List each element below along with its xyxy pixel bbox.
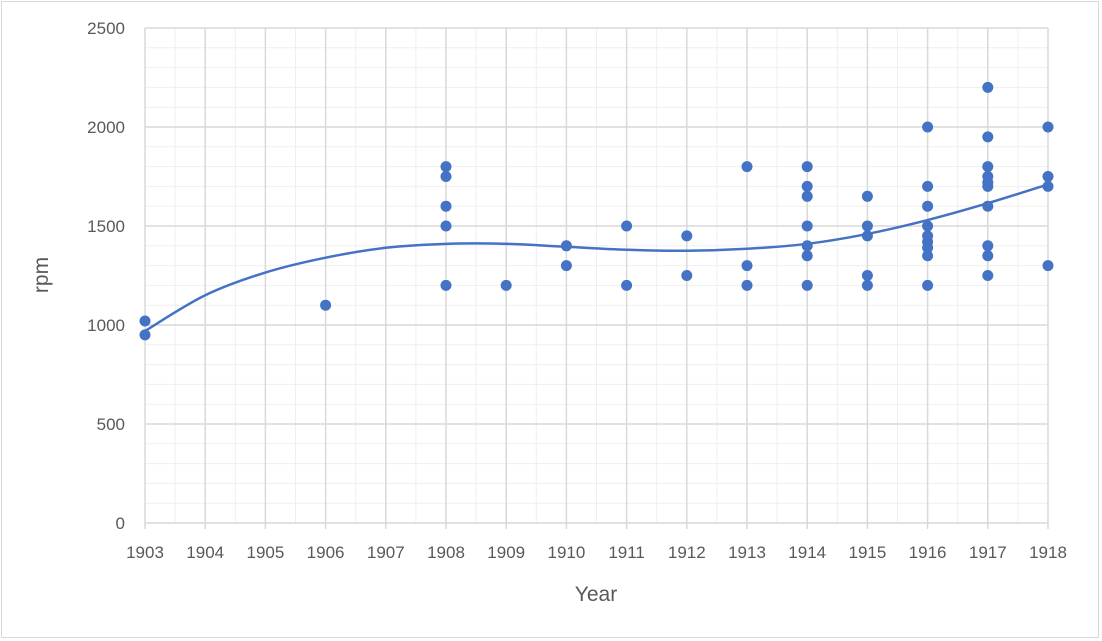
data-point <box>1042 171 1054 182</box>
x-tick-label: 1912 <box>668 543 706 562</box>
x-tick-label: 1918 <box>1029 543 1067 562</box>
x-tick-label: 1914 <box>788 543 826 562</box>
data-point <box>982 180 994 192</box>
x-tick-label: 1908 <box>427 543 465 562</box>
y-tick-label: 500 <box>97 415 125 434</box>
y-tick-label: 2500 <box>87 19 125 38</box>
data-point <box>440 200 452 212</box>
x-tick-label: 1909 <box>487 543 525 562</box>
x-tick-label: 1916 <box>909 543 947 562</box>
data-point <box>922 279 934 291</box>
data-point <box>982 81 994 93</box>
y-tick-label: 0 <box>116 514 125 533</box>
data-point <box>801 161 813 173</box>
tick-labels: 0 500 1000 1500 2000 2500 1903 1904 1905 1906 1907… <box>87 19 1067 562</box>
x-tick-label: 1917 <box>969 543 1007 562</box>
data-point <box>861 279 873 291</box>
x-tick-label: 1913 <box>728 543 766 562</box>
data-point <box>320 299 332 311</box>
grid <box>144 27 1049 529</box>
data-point <box>982 131 994 143</box>
y-tick-label: 1000 <box>87 316 125 335</box>
data-point <box>741 260 753 272</box>
y-axis-title: rpm <box>30 257 53 293</box>
data-point <box>922 200 934 212</box>
data-point <box>801 250 813 262</box>
data-point <box>1042 260 1054 272</box>
x-tick-label: 1910 <box>547 543 585 562</box>
data-point <box>741 161 753 173</box>
x-tick-label: 1906 <box>307 543 345 562</box>
data-point <box>861 190 873 202</box>
data-point <box>922 121 934 133</box>
data-point <box>621 220 633 232</box>
data-point <box>1042 121 1054 133</box>
data-point <box>922 242 934 254</box>
x-tick-label: 1907 <box>367 543 405 562</box>
data-point <box>681 230 693 242</box>
data-point <box>500 279 512 291</box>
data-point <box>801 190 813 202</box>
data-point <box>681 270 693 281</box>
data-point <box>801 279 813 291</box>
data-point <box>139 329 151 341</box>
data-point <box>982 250 994 262</box>
data-point <box>801 220 813 232</box>
trendline <box>144 183 1049 333</box>
data-point <box>440 279 452 291</box>
data-point <box>560 240 572 252</box>
x-tick-label: 1904 <box>186 543 224 562</box>
data-point <box>801 180 813 192</box>
data-point <box>560 260 572 272</box>
data-point <box>922 220 934 232</box>
data-point <box>741 279 753 291</box>
x-tick-label: 1903 <box>126 543 164 562</box>
x-tick-label: 1915 <box>848 543 886 562</box>
data-point <box>982 240 994 252</box>
data-point <box>861 270 873 281</box>
data-point <box>982 200 994 212</box>
data-point <box>922 180 934 192</box>
data-point <box>440 161 452 173</box>
data-point <box>440 171 452 182</box>
x-tick-label: 1905 <box>246 543 284 562</box>
data-point <box>139 315 151 327</box>
data-point <box>1042 180 1054 192</box>
data-point <box>621 279 633 291</box>
data-point <box>982 270 994 281</box>
x-axis-title: Year <box>575 583 617 606</box>
data-point <box>801 240 813 252</box>
y-tick-label: 2000 <box>87 118 125 137</box>
data-point <box>922 250 934 262</box>
y-tick-label: 1500 <box>87 217 125 236</box>
data-point <box>861 230 873 242</box>
data-point <box>440 220 452 232</box>
data-point <box>982 161 994 173</box>
data-point <box>861 220 873 232</box>
data-points <box>139 81 1054 341</box>
x-tick-label: 1911 <box>608 543 645 562</box>
